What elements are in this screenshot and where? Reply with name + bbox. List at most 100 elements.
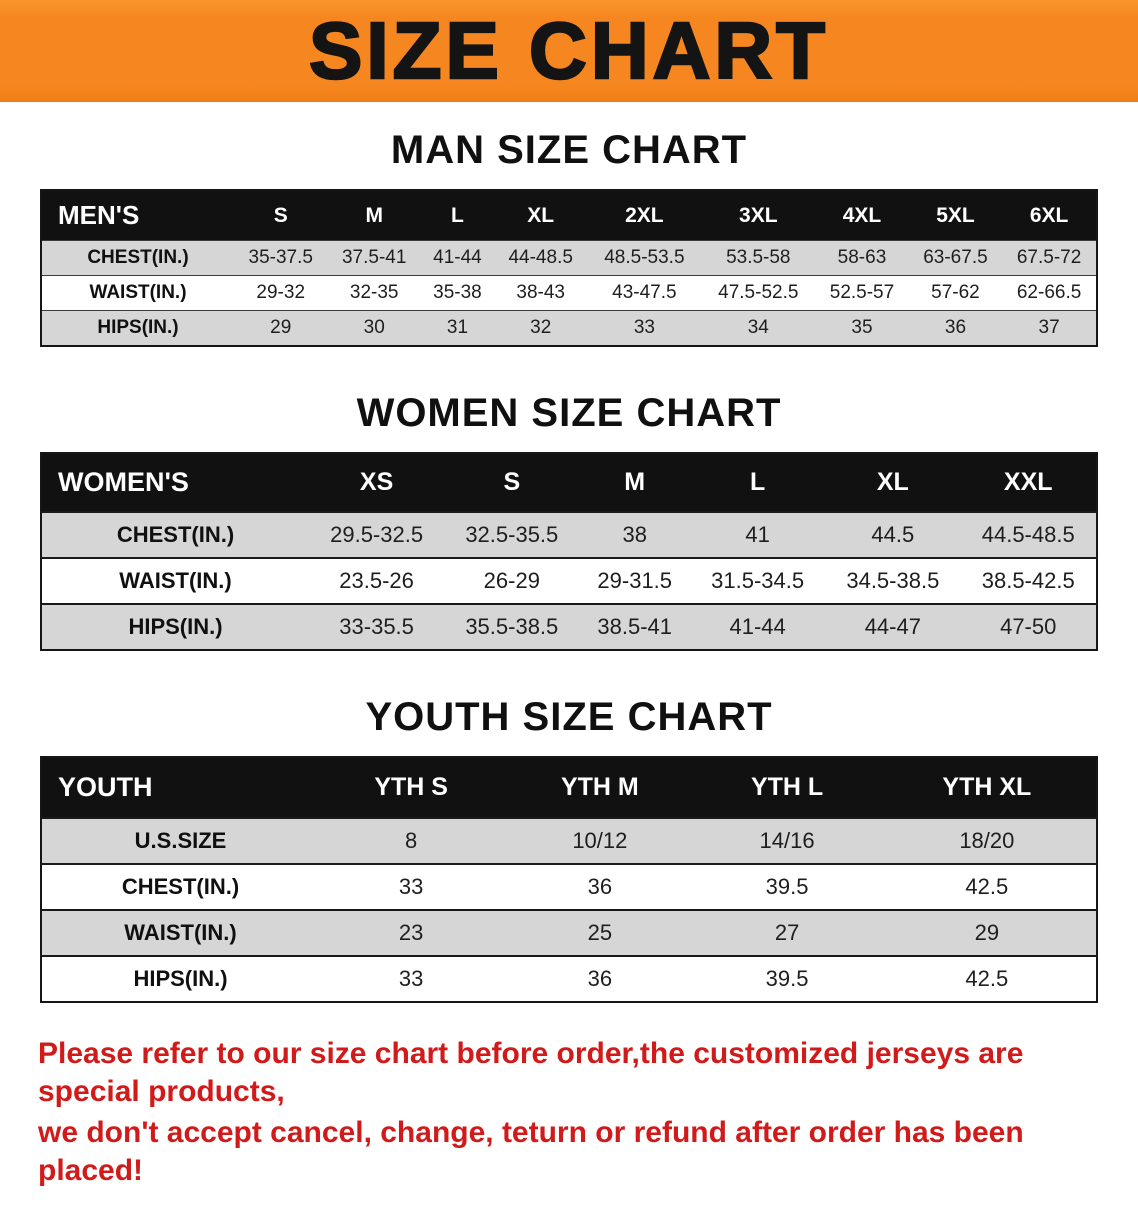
row-label-cell: CHEST(IN.)	[121, 874, 240, 899]
value-cell: 29-32	[256, 282, 306, 303]
disclaimer-line-1: Please refer to our size chart before or…	[38, 1037, 1024, 1108]
value-cell: 36	[587, 966, 613, 991]
youth-section-heading: YOUTH SIZE CHART	[365, 695, 773, 739]
table-row: CHEST(IN.) 29.5-32.5 32.5-35.5 38 41 44.5 44.5…	[41, 512, 1097, 558]
page-title: SIZE CHART	[308, 6, 829, 95]
row-label-cell: WAIST(IN.)	[89, 282, 187, 303]
row-label-cell: CHEST(IN.)	[116, 522, 235, 547]
header-row: MEN'S S M L XL 2XL 3XL 4XL 5XL 6XL	[41, 190, 1097, 241]
value-cell: 42.5	[965, 966, 1009, 991]
value-cell: 33	[398, 874, 424, 899]
row-label-cell: HIPS(IN.)	[133, 966, 228, 991]
value-cell: 44-47	[864, 614, 921, 639]
table-row: CHEST(IN.) 35-37.5 37.5-41 41-44 44-48.5 48.5…	[41, 240, 1097, 276]
value-cell: 47-50	[1000, 614, 1057, 639]
banner: SIZE CHART	[0, 0, 1138, 102]
value-cell: 38.5-41	[597, 614, 673, 639]
value-cell: 29-31.5	[597, 568, 673, 593]
women-section-heading: WOMEN SIZE CHART	[356, 391, 782, 435]
value-cell: 30	[363, 317, 385, 338]
table-title-cell: WOMEN'S	[41, 453, 309, 512]
size-header-cell: XS	[309, 453, 445, 512]
size-header-cell: YTH M	[503, 757, 697, 818]
size-header-cell: YTH XL	[877, 757, 1097, 818]
value-cell: 52.5-57	[829, 282, 895, 303]
men-size-table: MEN'S S M L XL 2XL 3XL 4XL 5XL 6XL CHEST(IN.) 35-37…	[40, 189, 1098, 347]
table-row: U.S.SIZE 8 10/12 14/16 18/20	[41, 818, 1097, 864]
value-cell: 25	[587, 920, 613, 945]
size-header-cell: L	[690, 453, 826, 512]
value-cell: 36	[944, 317, 967, 338]
size-header-cell: S	[234, 190, 328, 241]
value-cell: 44.5	[871, 522, 915, 547]
value-cell: 34.5-38.5	[846, 568, 940, 593]
value-cell: 41	[745, 522, 770, 547]
value-cell: 38	[622, 522, 647, 547]
value-cell: 8	[405, 828, 418, 853]
value-cell: 29.5-32.5	[330, 522, 424, 547]
value-cell: 31	[446, 317, 469, 338]
size-header-cell: L	[420, 190, 494, 241]
value-cell: 57-62	[931, 282, 980, 303]
value-cell: 33-35.5	[339, 614, 414, 639]
value-cell: 62-66.5	[1016, 282, 1082, 303]
table-row: HIPS(IN.) 33-35.5 35.5-38.5 38.5-41 41-44 44-…	[41, 604, 1097, 650]
size-header-cell: S	[444, 453, 580, 512]
value-cell: 35-37.5	[248, 247, 313, 268]
size-header-cell: XXL	[960, 453, 1097, 512]
size-header-cell: M	[579, 453, 691, 512]
table-title-cell: YOUTH	[41, 757, 319, 818]
value-cell: 32-35	[349, 282, 399, 303]
men-section: MAN SIZE CHART MEN'S S M L XL 2XL 3XL 4XL 5XL 6XL…	[0, 102, 1138, 347]
value-cell: 48.5-53.5	[604, 247, 685, 268]
size-header-cell: YTH S	[319, 757, 504, 818]
value-cell: 34	[747, 317, 769, 338]
men-section-heading: MAN SIZE CHART	[390, 128, 748, 172]
table-title-cell: MEN'S	[41, 190, 234, 241]
disclaimer-note: Please refer to our size chart before or…	[38, 1035, 1100, 1189]
size-header-cell: XL	[493, 190, 588, 241]
size-header-cell: 4XL	[815, 190, 909, 241]
value-cell: 38.5-42.5	[981, 568, 1075, 593]
value-cell: 37.5-41	[341, 247, 407, 268]
value-cell: 37	[1038, 317, 1060, 338]
value-cell: 32	[530, 317, 552, 338]
value-cell: 35	[851, 317, 873, 338]
size-header-cell: 3XL	[701, 190, 816, 241]
women-section: WOMEN SIZE CHART WOMEN'S XS S M L XL XXL CHEST(…	[0, 347, 1138, 651]
table-row: WAIST(IN.) 23 25 27 29	[41, 910, 1097, 956]
table-row: HIPS(IN.) 33 36 39.5 42.5	[41, 956, 1097, 1002]
value-cell: 47.5-52.5	[718, 282, 799, 303]
table-row: CHEST(IN.) 33 36 39.5 42.5	[41, 864, 1097, 910]
value-cell: 23.5-26	[339, 568, 414, 593]
size-header-cell: YTH L	[696, 757, 878, 818]
table-row: WAIST(IN.) 23.5-26 26-29 29-31.5 31.5-34.5 34…	[41, 558, 1097, 604]
row-label-cell: WAIST(IN.)	[124, 920, 237, 945]
value-cell: 29	[270, 317, 292, 338]
value-cell: 39.5	[765, 966, 809, 991]
size-header-cell: M	[327, 190, 421, 241]
value-cell: 23	[398, 920, 424, 945]
value-cell: 38-43	[516, 282, 565, 303]
value-cell: 63-67.5	[923, 247, 988, 268]
value-cell: 53.5-58	[726, 247, 791, 268]
value-cell: 39.5	[765, 874, 809, 899]
value-cell: 10/12	[572, 828, 628, 853]
value-cell: 18/20	[959, 828, 1015, 853]
value-cell: 33	[633, 317, 655, 338]
size-header-cell: XL	[825, 453, 961, 512]
size-header-cell: 2XL	[587, 190, 702, 241]
value-cell: 42.5	[965, 874, 1009, 899]
value-cell: 41-44	[729, 614, 786, 639]
header-row: YOUTH YTH S YTH M YTH L YTH XL	[41, 757, 1097, 818]
value-cell: 33	[398, 966, 424, 991]
value-cell: 14/16	[759, 828, 815, 853]
disclaimer-line-2: we don't accept cancel, change, teturn o…	[38, 1116, 1024, 1187]
value-cell: 27	[774, 920, 800, 945]
value-cell: 44-48.5	[508, 247, 573, 268]
value-cell: 31.5-34.5	[711, 568, 805, 593]
value-cell: 32.5-35.5	[465, 522, 559, 547]
youth-size-table: YOUTH YTH S YTH M YTH L YTH XL U.S.SIZE 8 10/12…	[40, 756, 1098, 1003]
value-cell: 35.5-38.5	[465, 614, 559, 639]
